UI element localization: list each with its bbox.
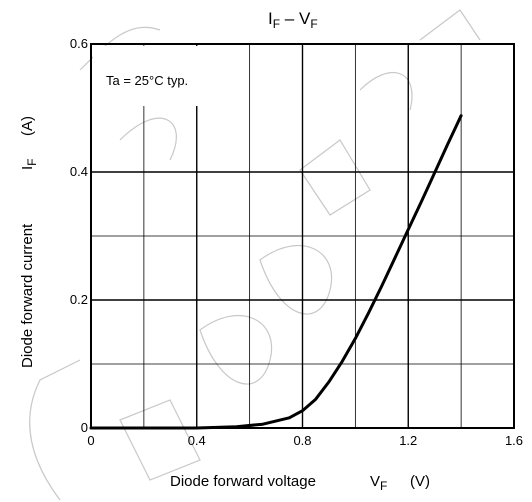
y-tick-label: 0.2 <box>70 292 88 307</box>
x-axis-symbol: V <box>370 473 380 490</box>
title-symbol: I <box>268 9 273 28</box>
title-subscript-2: F <box>310 17 317 31</box>
x-axis-subscript: F <box>380 479 387 493</box>
x-axis-label-main: Diode forward voltage <box>170 473 316 490</box>
x-tick-label: 0.8 <box>293 433 311 448</box>
grid <box>91 44 514 428</box>
x-tick-label: 0 <box>87 433 94 448</box>
annotation-background <box>93 46 248 106</box>
plot-frame <box>90 43 515 429</box>
title-subscript-1: F <box>273 17 280 31</box>
tick-labels: 0 0.4 0.8 1.2 1.6 0 0.2 0.4 0.6 <box>70 36 523 448</box>
y-tick-label: 0.6 <box>70 36 88 51</box>
y-axis-label-unit: (A) <box>19 116 36 136</box>
y-axis-symbol: I <box>19 166 36 170</box>
chart-title: IF – VF <box>268 9 318 31</box>
y-axis-label: Diode forward current IF (A) <box>19 116 39 368</box>
y-axis-subscript: F <box>25 158 39 165</box>
y-tick-label: 0 <box>81 420 88 435</box>
x-tick-label: 0.4 <box>188 433 206 448</box>
y-tick-label: 0.4 <box>70 164 88 179</box>
y-axis-label-symbol: IF <box>19 158 39 170</box>
title-dash: – V <box>280 9 311 28</box>
series-line <box>89 114 463 430</box>
x-tick-label: 1.2 <box>399 433 417 448</box>
x-tick-label: 1.6 <box>505 433 523 448</box>
annotation-box: Ta = 25°C typ. <box>93 46 248 106</box>
x-axis-label-symbol: VF <box>370 473 387 493</box>
watermark <box>29 9 481 501</box>
x-axis-label-unit: (V) <box>410 473 430 490</box>
x-axis-label: Diode forward voltage VF (V) <box>170 473 430 493</box>
y-axis-label-main: Diode forward current <box>19 223 36 368</box>
annotation-text: Ta = 25°C typ. <box>106 73 188 88</box>
